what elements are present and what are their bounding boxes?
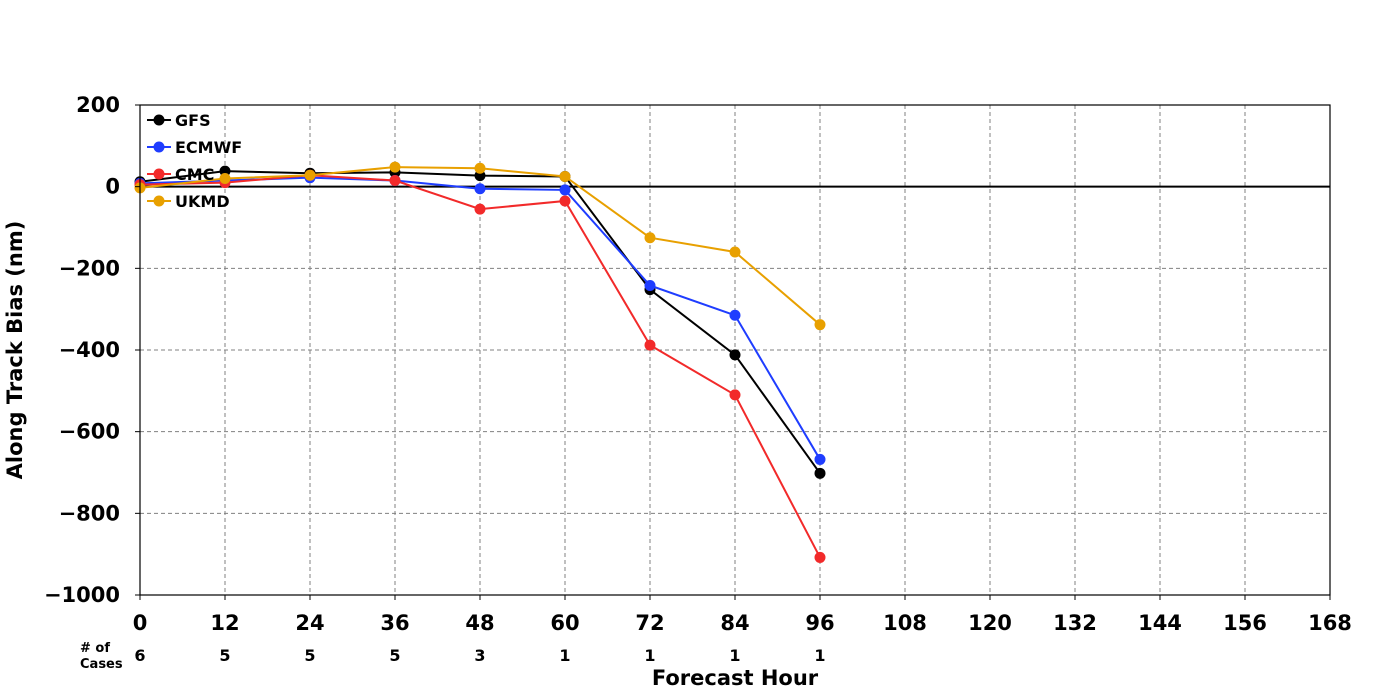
case-count: 6 — [134, 646, 145, 665]
case-count: 5 — [219, 646, 230, 665]
data-point — [559, 195, 571, 207]
legend-label: UKMD — [175, 192, 230, 211]
case-count: 1 — [814, 646, 825, 665]
case-count: 1 — [644, 646, 655, 665]
x-tick-label: 84 — [720, 611, 749, 635]
data-point — [729, 246, 741, 258]
data-point — [644, 279, 656, 291]
data-point — [304, 169, 316, 181]
data-point — [814, 319, 826, 331]
x-tick-label: 144 — [1138, 611, 1182, 635]
legend-entry: ECMWF — [147, 138, 242, 157]
data-point — [729, 349, 741, 361]
x-tick-labels: 0 12 24 36 48 60 72 84 96 108 120 132 144 156 168 — [133, 595, 1352, 635]
x-tick-label: 36 — [380, 611, 409, 635]
x-tick-label: 168 — [1308, 611, 1352, 635]
y-tick-label: −800 — [59, 501, 120, 525]
x-tick-label: 108 — [883, 611, 927, 635]
case-count: 5 — [304, 646, 315, 665]
y-tick-label: 0 — [105, 175, 120, 199]
data-point — [389, 161, 401, 173]
legend-entry: GFS — [147, 111, 211, 130]
data-point — [814, 467, 826, 479]
cases-label-line-2: Cases — [80, 657, 123, 672]
x-tick-label: 156 — [1223, 611, 1267, 635]
case-count: 1 — [559, 646, 570, 665]
x-tick-label: 120 — [968, 611, 1012, 635]
y-tick-label: 200 — [76, 93, 120, 117]
legend-marker — [153, 195, 165, 207]
x-tick-label: 0 — [133, 611, 148, 635]
legend-entry: UKMD — [147, 192, 230, 211]
cases-row: # of Cases 6 5 5 5 3 1 1 1 1 — [80, 641, 826, 672]
legend-marker — [153, 168, 165, 180]
data-point — [389, 175, 401, 187]
y-tick-label: −600 — [59, 420, 120, 444]
data-point — [474, 203, 486, 215]
data-point — [644, 339, 656, 351]
legend-marker — [153, 141, 165, 153]
y-axis-label: Along Track Bias (nm) — [3, 221, 27, 480]
data-point — [814, 453, 826, 465]
data-point — [474, 162, 486, 174]
x-tick-label: 72 — [635, 611, 664, 635]
data-point — [729, 309, 741, 321]
x-tick-label: 96 — [805, 611, 834, 635]
data-point — [559, 184, 571, 196]
data-point — [644, 232, 656, 244]
y-tick-label: −400 — [59, 338, 120, 362]
y-tick-label: −1000 — [44, 583, 120, 607]
y-tick-label: −200 — [59, 256, 120, 280]
legend-label: GFS — [175, 111, 211, 130]
case-count: 1 — [729, 646, 740, 665]
legend: GFS ECMWF CMC UKMD — [147, 111, 242, 211]
legend-marker — [153, 114, 165, 126]
x-tick-label: 48 — [465, 611, 494, 635]
data-point — [729, 389, 741, 401]
x-tick-label: 24 — [295, 611, 324, 635]
x-tick-label: 60 — [550, 611, 579, 635]
series-layer — [134, 161, 826, 563]
y-tick-labels: 200 0 −200 −400 −600 −800 −1000 — [44, 93, 140, 607]
legend-entry: CMC — [147, 165, 214, 184]
x-tick-label: 12 — [210, 611, 239, 635]
data-point — [474, 183, 486, 195]
case-count: 3 — [474, 646, 485, 665]
data-point — [559, 170, 571, 182]
cases-label-line-1: # of — [80, 641, 110, 656]
case-count: 5 — [389, 646, 400, 665]
data-point — [814, 551, 826, 563]
series-ukmd — [134, 161, 826, 331]
legend-label: CMC — [175, 165, 214, 184]
legend-label: ECMWF — [175, 138, 242, 157]
x-tick-label: 132 — [1053, 611, 1097, 635]
x-axis-label: Forecast Hour — [652, 666, 819, 690]
data-point — [219, 173, 231, 184]
